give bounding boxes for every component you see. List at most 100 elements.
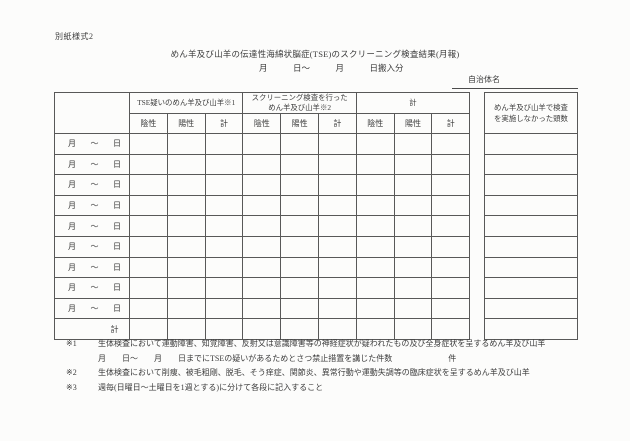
count-cell (129, 235, 168, 258)
week-range-label: 月 ～ 日 (56, 196, 129, 215)
range-tilde: ～ (90, 242, 99, 252)
range-month: 月 (68, 262, 76, 272)
subheader-total: 計 (204, 113, 244, 134)
count-cell (318, 215, 357, 237)
count-cell (129, 133, 168, 155)
count-cell (393, 174, 433, 196)
note-1: ※1 生体検査において運動障害、知覚障害、反射又は意識障害等の神経症状が疑われた… (66, 336, 586, 351)
count-cell (166, 256, 206, 279)
count-cell (355, 153, 395, 176)
side-row (484, 297, 578, 320)
count-cell (431, 235, 471, 258)
count-cell (393, 277, 433, 299)
range-day: 日 (113, 304, 121, 314)
count-cell (355, 256, 395, 279)
count-cell (204, 174, 244, 196)
count-cell (242, 297, 282, 320)
count-cell (318, 256, 357, 279)
range-day: 日 (113, 262, 121, 272)
group-header-screened: スクリーニング検査を行った めん羊及び山羊※2 (242, 92, 357, 114)
note-2-text: 生体検査において削痩、被毛粗剛、脱毛、そう痒症、関節炎、異常行動や運動失調等の臨… (98, 368, 530, 378)
not-examined-table: めん羊及び山羊で検査 を実施しなかった頭数 (484, 92, 578, 340)
side-row (484, 215, 578, 237)
range-tilde: ～ (90, 262, 99, 272)
authority-name-field: 自治体名 (452, 74, 578, 89)
note-2: ※2 生体検査において削痩、被毛粗剛、脱毛、そう痒症、関節炎、異常行動や運動失調… (66, 366, 586, 381)
range-month: 月 (68, 283, 76, 293)
not-examined-cell (484, 194, 578, 217)
count-cell (280, 174, 320, 196)
week-row: 月 ～ 日 (54, 133, 471, 155)
count-cell (393, 153, 433, 176)
count-cell (204, 133, 244, 155)
range-tilde: ～ (90, 283, 99, 293)
range-day: 日 (113, 159, 121, 169)
week-row: 月 ～ 日 (54, 194, 471, 217)
count-cell (204, 153, 244, 176)
note-1-text: 生体検査において運動障害、知覚障害、反射又は意識障害等の神経症状が疑われたもの及… (98, 338, 546, 348)
count-cell (242, 194, 282, 217)
not-examined-cell (484, 318, 578, 340)
count-cell (166, 215, 206, 237)
count-cell (166, 235, 206, 258)
side-row (484, 133, 578, 155)
count-cell (129, 277, 168, 299)
week-range-cell: 月 ～ 日 (54, 277, 130, 299)
week-column-header (54, 92, 130, 134)
count-cell (280, 153, 320, 176)
note-1b-text: 月 日～ 月 日までにTSEの疑いがあるためとさつ禁止措置を講じた件数 件 (98, 353, 457, 363)
sub-header-row: 陰性 陽性 計 陰性 陽性 計 陰性 陽性 計 (55, 113, 471, 134)
count-cell (355, 174, 395, 196)
range-month: 月 (68, 139, 76, 149)
main-table-body: 月～日月～日月～日月～日月～日月～日月～日月～日月～日計 (54, 133, 471, 340)
week-row: 月 ～ 日 (54, 153, 471, 176)
count-cell (166, 194, 206, 217)
page-title: めん羊及び山羊の伝達性海綿状脳症(TSE)のスクリーニング検査結果(月報) (170, 49, 460, 59)
not-examined-cell (484, 133, 578, 155)
count-cell (129, 153, 168, 176)
notes: ※1 生体検査において運動障害、知覚障害、反射又は意識障害等の神経症状が疑われた… (66, 336, 586, 395)
week-range-cell: 月 ～ 日 (54, 297, 130, 320)
period-line: 月 日～ 月 日搬入分 (259, 62, 404, 73)
count-cell (129, 194, 168, 217)
range-month: 月 (68, 159, 76, 169)
week-row: 月 ～ 日 (54, 215, 471, 237)
count-cell (280, 215, 320, 237)
count-cell (166, 277, 206, 299)
count-cell (355, 297, 395, 320)
week-range-label: 月 ～ 日 (56, 155, 129, 174)
range-tilde: ～ (90, 304, 99, 314)
authority-label: 自治体名 (468, 75, 500, 84)
range-tilde: ～ (90, 201, 99, 211)
not-examined-header: めん羊及び山羊で検査 を実施しなかった頭数 (484, 92, 578, 134)
week-range-label: 月 ～ 日 (56, 237, 129, 256)
range-tilde: ～ (90, 159, 99, 169)
count-cell (242, 153, 282, 176)
range-day: 日 (113, 283, 121, 293)
count-cell (280, 277, 320, 299)
count-cell (242, 256, 282, 279)
results-table: TSE疑いのめん羊及び山羊※1 スクリーニング検査を行った めん羊及び山羊※2 … (54, 92, 471, 340)
range-day: 日 (113, 180, 121, 190)
count-cell (431, 297, 471, 320)
count-cell (318, 194, 357, 217)
subheader-negative: 陰性 (129, 113, 168, 134)
range-month: 月 (68, 221, 76, 231)
count-cell (355, 194, 395, 217)
not-examined-cell (484, 174, 578, 196)
count-cell (242, 174, 282, 196)
count-cell (280, 297, 320, 320)
count-cell (431, 215, 471, 237)
count-cell (129, 256, 168, 279)
side-row (484, 277, 578, 299)
week-row: 月 ～ 日 (54, 256, 471, 279)
not-examined-cell (484, 153, 578, 176)
week-range-label: 月 ～ 日 (56, 134, 129, 153)
side-row (484, 256, 578, 279)
count-cell (393, 194, 433, 217)
subheader-positive: 陽性 (280, 113, 320, 134)
count-cell (242, 277, 282, 299)
count-cell (318, 174, 357, 196)
week-range-label: 月 ～ 日 (56, 176, 129, 195)
week-range-label: 月 ～ 日 (56, 279, 129, 298)
